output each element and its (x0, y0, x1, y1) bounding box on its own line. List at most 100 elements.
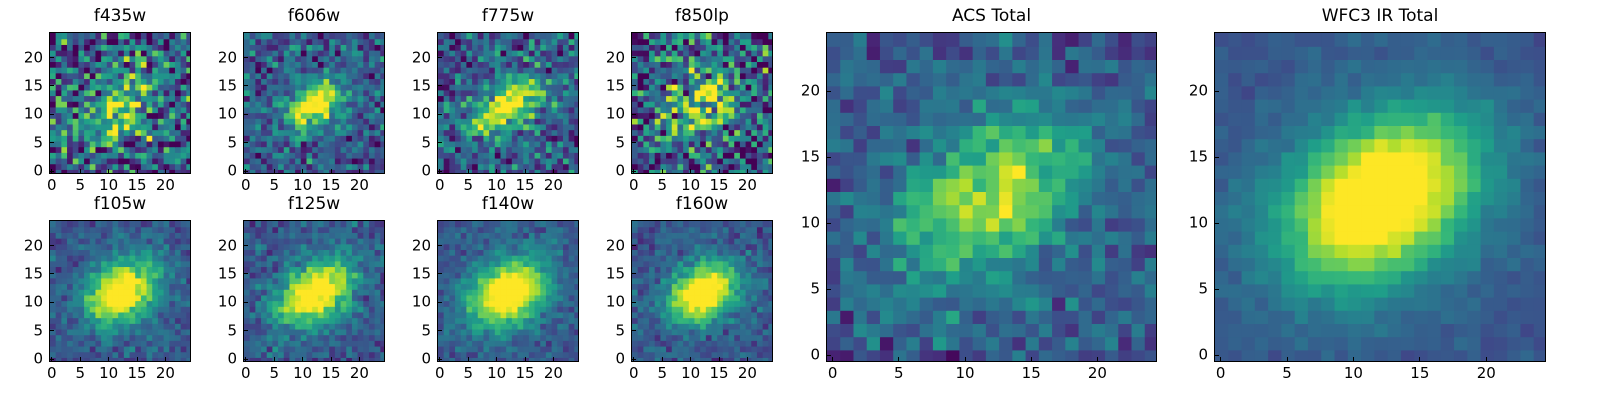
heatmap-cell (244, 84, 251, 91)
heatmap-cell (67, 61, 74, 68)
heatmap-cell (261, 232, 268, 239)
heatmap-cell (568, 50, 575, 57)
heatmap-cell (511, 101, 519, 108)
heatmap-cell (169, 255, 176, 262)
heatmap-cell (112, 55, 119, 62)
heatmap-cell (374, 334, 381, 341)
heatmap-cell (449, 67, 456, 74)
heatmap-cell (756, 72, 764, 80)
heatmap-cell (666, 135, 673, 142)
heatmap-cell (67, 95, 74, 102)
heatmap-cell (295, 317, 302, 324)
heatmap-cell (186, 249, 190, 256)
heatmap-cell (637, 72, 644, 80)
heatmap-cell (329, 95, 336, 102)
heatmap-cell (523, 169, 530, 173)
heatmap-cell (562, 169, 570, 173)
heatmap-cell (683, 55, 690, 62)
heatmap-cell (129, 334, 136, 341)
heatmap-cell (146, 55, 153, 62)
heatmap-cell (312, 89, 319, 97)
heatmap-cell (705, 334, 713, 341)
heatmap-cell (756, 106, 764, 114)
heatmap-cell (78, 129, 85, 136)
heatmap-cell (438, 340, 445, 347)
heatmap-cell (705, 157, 713, 165)
heatmap-cell (528, 61, 536, 68)
heatmap-cell (455, 317, 462, 324)
heatmap-cell (169, 55, 176, 62)
heatmap-cell (483, 266, 490, 273)
heatmap-cell (517, 118, 524, 125)
heatmap-cell (67, 289, 74, 296)
heatmap-cell (472, 169, 479, 173)
heatmap-cell (123, 55, 131, 62)
heatmap-cell (174, 249, 182, 256)
heatmap-cell (152, 266, 159, 273)
heatmap-cell (112, 129, 119, 136)
heatmap-cell (118, 272, 125, 279)
heatmap-cell (123, 95, 131, 102)
heatmap-cell (278, 50, 285, 57)
heatmap-cell (643, 38, 650, 45)
heatmap-cell (244, 135, 251, 142)
heatmap-cell (169, 140, 176, 148)
heatmap-cell (306, 67, 313, 74)
heatmap-cell (477, 61, 485, 68)
heatmap-cell (72, 249, 79, 256)
heatmap-cell (163, 249, 170, 256)
heatmap-cell (272, 311, 279, 319)
heatmap-cell (340, 140, 347, 148)
heatmap-cell (483, 163, 490, 170)
heatmap-cell (660, 84, 667, 91)
heatmap-cell (180, 277, 187, 285)
heatmap-cell (545, 260, 553, 268)
heatmap-cell (506, 67, 513, 74)
heatmap-cell (739, 328, 747, 336)
x-tick-mark (358, 169, 360, 174)
heatmap-cell (466, 238, 473, 245)
heatmap-cell (300, 357, 308, 361)
heatmap-cell (711, 106, 718, 114)
y-tick-mark (49, 301, 54, 303)
x-tick-label: 20 (349, 364, 369, 382)
heatmap-cell (517, 351, 524, 358)
heatmap-cell (186, 243, 190, 250)
heatmap-cell (557, 67, 564, 74)
heatmap-cell (460, 323, 467, 330)
heatmap-cell (306, 306, 313, 313)
heatmap-cell (334, 238, 342, 245)
heatmap-cell (762, 152, 769, 159)
heatmap-cell (368, 232, 376, 239)
heatmap-cell (545, 357, 553, 361)
heatmap-cell (368, 289, 376, 296)
heatmap-cell (146, 84, 153, 91)
heatmap-cell (671, 157, 679, 165)
heatmap-cell (374, 300, 381, 307)
heatmap-cell (477, 311, 485, 319)
heatmap-cell (118, 163, 125, 170)
heatmap-cell (61, 135, 68, 142)
heatmap-cell (562, 345, 570, 353)
heatmap-cell (455, 146, 462, 153)
heatmap-cell (483, 157, 490, 165)
heatmap-cell (557, 33, 564, 40)
heatmap-cell (745, 38, 752, 45)
heatmap-cell (477, 306, 485, 313)
heatmap-cell (654, 146, 661, 153)
heatmap-cell (671, 146, 679, 153)
heatmap-cell (739, 44, 747, 51)
heatmap-cell (266, 112, 273, 119)
heatmap-cell (562, 78, 570, 85)
heatmap-cell (489, 44, 496, 51)
heatmap-cell (169, 152, 176, 159)
heatmap-cell (654, 67, 661, 74)
heatmap-cell (557, 123, 564, 131)
heatmap-cell (84, 152, 91, 159)
heatmap-cell (84, 140, 91, 148)
heatmap-cell (643, 140, 650, 148)
heatmap-cell (643, 328, 650, 336)
heatmap-cell (688, 33, 696, 40)
heatmap-cell (568, 300, 575, 307)
heatmap-cell (380, 260, 384, 268)
